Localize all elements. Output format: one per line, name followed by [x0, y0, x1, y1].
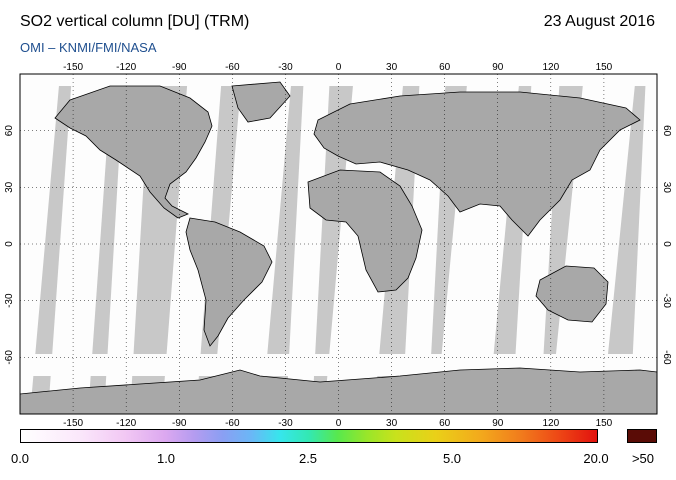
longitude-tick-label: 60: [439, 418, 451, 429]
south-america: [185, 217, 273, 347]
latitude-tick-label: 60: [4, 125, 15, 137]
legend-label-4: 20.0: [583, 451, 609, 466]
longitude-tick-label: -30: [278, 62, 293, 73]
colorbar-overflow-swatch: [627, 429, 657, 443]
legend-label-1: 1.0: [156, 451, 176, 466]
map-frame: [19, 73, 658, 415]
longitude-tick-label: -60: [225, 418, 240, 429]
latitude-tick-label: 0: [661, 241, 672, 247]
longitude-tick-label: -90: [172, 62, 187, 73]
latitude-tick-label: 60: [661, 125, 672, 137]
longitude-tick-label: 120: [542, 418, 559, 429]
longitude-tick-label: 60: [439, 62, 451, 73]
longitude-tick-label: 30: [386, 62, 398, 73]
latitude-tick-label: -30: [661, 293, 672, 308]
europe-asia: [313, 91, 641, 237]
latitude-tick-label: -60: [4, 350, 15, 365]
data-source: OMI – KNMI/FMI/NASA: [20, 40, 157, 55]
graticule: [20, 74, 657, 414]
longitude-tick-label: -150: [63, 62, 83, 73]
latitude-ticks-right: 60 30 0 -30 -60: [661, 125, 672, 365]
latitude-tick-label: -30: [4, 293, 15, 308]
latitude-tick-label: 30: [4, 181, 15, 193]
longitude-tick-label: 0: [336, 62, 342, 73]
map-date: 23 August 2016: [543, 13, 655, 30]
legend-label-2: 2.5: [298, 451, 318, 466]
longitude-tick-label: -120: [116, 418, 136, 429]
africa: [307, 169, 423, 293]
north-america: [54, 85, 213, 219]
longitude-tick-label: 120: [542, 62, 559, 73]
longitude-tick-label: 90: [492, 418, 504, 429]
latitude-tick-label: -60: [661, 350, 672, 365]
longitude-tick-label: 150: [596, 62, 613, 73]
longitude-tick-label: 30: [386, 418, 398, 429]
longitude-tick-label: 0: [336, 418, 342, 429]
legend-label-0: 0.0: [10, 451, 30, 466]
longitude-tick-label: 150: [596, 418, 613, 429]
longitude-tick-label: -60: [225, 62, 240, 73]
legend-label-5: >50: [631, 451, 655, 466]
longitude-tick-label: -120: [116, 62, 136, 73]
latitude-tick-label: 30: [661, 182, 672, 194]
greenland: [231, 81, 291, 123]
australia: [535, 265, 609, 323]
longitude-tick-label: 90: [492, 62, 504, 73]
latitude-tick-label: 0: [4, 241, 15, 247]
colorbar-scale: [20, 429, 598, 443]
latitude-ticks-left: 60 30 0 -30 -60: [4, 125, 15, 365]
legend-label-3: 5.0: [442, 451, 462, 466]
map-title: SO2 vertical column [DU] (TRM): [20, 13, 250, 30]
longitude-ticks-top: -150 -120 -90 -60 -30 0 30 60 90 120 150: [63, 62, 613, 73]
longitude-ticks-bottom: -150 -120 -90 -60 -30 0 30 60 90 120 150: [63, 418, 613, 429]
longitude-tick-label: -30: [278, 418, 293, 429]
longitude-tick-label: -90: [172, 418, 187, 429]
longitude-tick-label: -150: [63, 418, 83, 429]
